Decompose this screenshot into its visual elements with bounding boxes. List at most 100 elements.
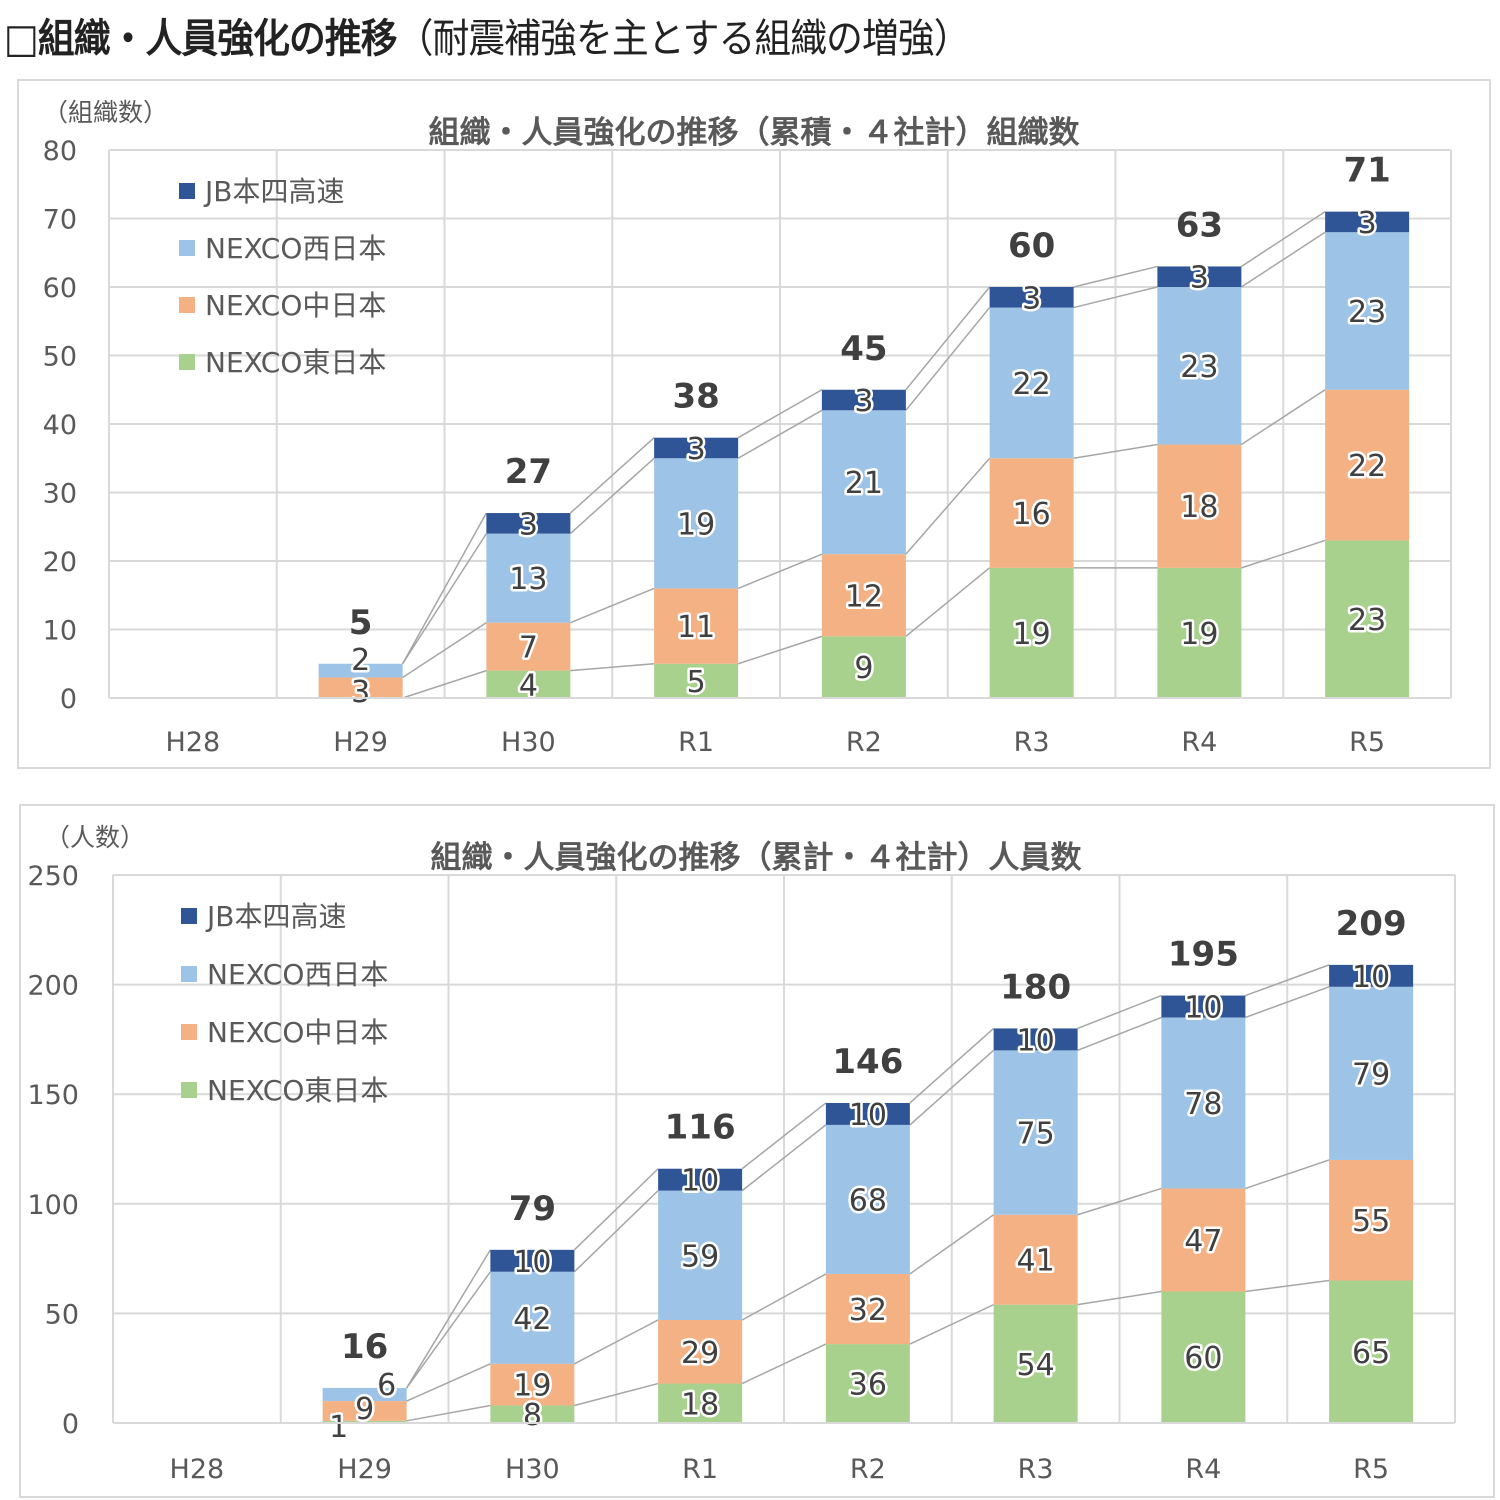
data-label: 10 <box>513 1245 551 1280</box>
bar-segment <box>1161 1291 1246 1423</box>
x-tick-label: R2 <box>850 1454 886 1485</box>
series-connector-line <box>402 622 487 679</box>
data-label: 55 <box>1352 1204 1390 1239</box>
bar-segment <box>654 588 739 664</box>
series-connector-line <box>1240 389 1326 446</box>
x-tick-label: R2 <box>846 727 882 758</box>
bar-segment <box>490 1249 575 1272</box>
bar-segment <box>658 1168 743 1191</box>
bar-segment <box>825 1124 910 1274</box>
bar-segment <box>825 1102 910 1125</box>
legend-label: JB本四高速 <box>203 175 344 208</box>
data-label: 2 <box>351 643 370 678</box>
series-connector-line <box>574 1319 659 1365</box>
bar-segment <box>1325 211 1410 233</box>
chart-panel-personnel: 組織・人員強化の推移（累計・４社計）人員数 （人数） 0 50 100 150 200 250… <box>19 804 1495 1498</box>
bar-segment <box>654 458 739 589</box>
x-tick-label: H28 <box>170 1454 225 1485</box>
bar-segment <box>1325 540 1410 698</box>
page-title-sub: （耐震補強を主とする組織の増強） <box>396 16 971 62</box>
bar-segment <box>1329 1280 1414 1423</box>
data-label: 19 <box>1180 617 1218 652</box>
data-label: 23 <box>1348 603 1386 638</box>
series-connector-line <box>406 1404 491 1422</box>
bar-segment <box>658 1383 743 1423</box>
data-label: 78 <box>1184 1087 1222 1122</box>
y-tick-label: 150 <box>27 1080 79 1111</box>
series-connector-line <box>741 1102 827 1170</box>
total-label: 146 <box>832 1042 903 1082</box>
series-connector-line <box>570 663 655 672</box>
bar-segment <box>1329 986 1414 1160</box>
series-connector-line <box>1077 1290 1162 1306</box>
bar-segment <box>1161 1017 1246 1189</box>
bar-segment <box>1329 1159 1414 1281</box>
legend-label: NEXCO東日本 <box>205 346 386 379</box>
bar-segment <box>318 663 403 678</box>
series-connector-line <box>569 457 655 535</box>
data-label: 10 <box>1017 1023 1055 1058</box>
data-label: 60 <box>1184 1341 1222 1376</box>
total-label: 63 <box>1176 205 1223 245</box>
data-label: 8 <box>523 1398 542 1433</box>
data-label: 9 <box>854 651 873 686</box>
series-connector-line <box>1245 1279 1330 1293</box>
bar-segment <box>486 513 571 534</box>
x-tick-label: R5 <box>1349 727 1385 758</box>
data-label: 13 <box>509 562 547 597</box>
series-connector-line <box>1077 994 1162 1030</box>
y-tick-label: 80 <box>43 136 77 167</box>
bar-segment <box>1157 567 1242 698</box>
data-label: 3 <box>519 507 538 542</box>
data-label: 22 <box>1348 449 1386 484</box>
bar-segment <box>821 410 906 555</box>
series-connector-line <box>741 1343 827 1385</box>
data-label: 1 <box>329 1410 348 1445</box>
data-label: 41 <box>1017 1244 1055 1279</box>
y-tick-label: 250 <box>27 861 79 892</box>
series-connector-line <box>1077 1016 1162 1052</box>
x-tick-label: H30 <box>505 1454 560 1485</box>
chart-organizations: 組織・人員強化の推移（累積・４社計）組織数 （組織数） 0 10 20 30 40 50 60 7… <box>43 98 1452 758</box>
legend-swatch <box>181 966 197 982</box>
x-tick-label: R5 <box>1353 1454 1389 1485</box>
bar-segment <box>993 1050 1078 1215</box>
data-label: 4 <box>519 668 538 703</box>
bar-segment <box>821 636 906 698</box>
series-connector-line <box>909 1027 995 1104</box>
y-tick-label: 60 <box>43 273 77 304</box>
y-tick-label: 20 <box>43 547 77 578</box>
legend-swatch <box>179 240 195 256</box>
series-connector-line <box>741 1124 827 1192</box>
bar-segment <box>490 1405 575 1423</box>
total-label: 195 <box>1168 935 1239 975</box>
series-connector-line <box>741 1273 827 1321</box>
page-title: □組織・人員強化の推移（耐震補強を主とする組織の増強） <box>4 6 971 64</box>
chart-panel-organizations: 組織・人員強化の推移（累積・４社計）組織数 （組織数） 0 10 20 30 40 50 60 7… <box>17 79 1491 769</box>
x-tick-label: R4 <box>1185 1454 1221 1485</box>
bar-segment <box>658 1319 743 1384</box>
series-connector-line <box>905 567 991 637</box>
data-label: 10 <box>1352 960 1390 995</box>
chart-title: 組織・人員強化の推移（累積・４社計）組織数 <box>429 115 1080 151</box>
data-label: 3 <box>687 432 706 467</box>
y-tick-label: 50 <box>43 342 77 373</box>
y-tick-label: 40 <box>43 410 77 441</box>
series-connector-line <box>1245 986 1330 1019</box>
bar-segment <box>1157 444 1242 568</box>
x-tick-label: H29 <box>337 1454 392 1485</box>
bar-segment <box>318 677 403 698</box>
x-tick-label: R1 <box>678 727 714 758</box>
series-connector-line <box>1073 443 1158 459</box>
data-label: 19 <box>677 507 715 542</box>
series-connector-line <box>406 1271 491 1389</box>
data-label: 32 <box>849 1293 887 1328</box>
series-connector-line <box>569 437 655 514</box>
data-label: 10 <box>1184 991 1222 1026</box>
series-connector-line <box>905 307 991 411</box>
x-tick-label: H29 <box>333 727 388 758</box>
series-connector-line <box>1073 265 1158 288</box>
series-connector-line <box>406 1363 491 1402</box>
x-tick-label: R4 <box>1181 727 1217 758</box>
bar-segment <box>993 1304 1078 1423</box>
